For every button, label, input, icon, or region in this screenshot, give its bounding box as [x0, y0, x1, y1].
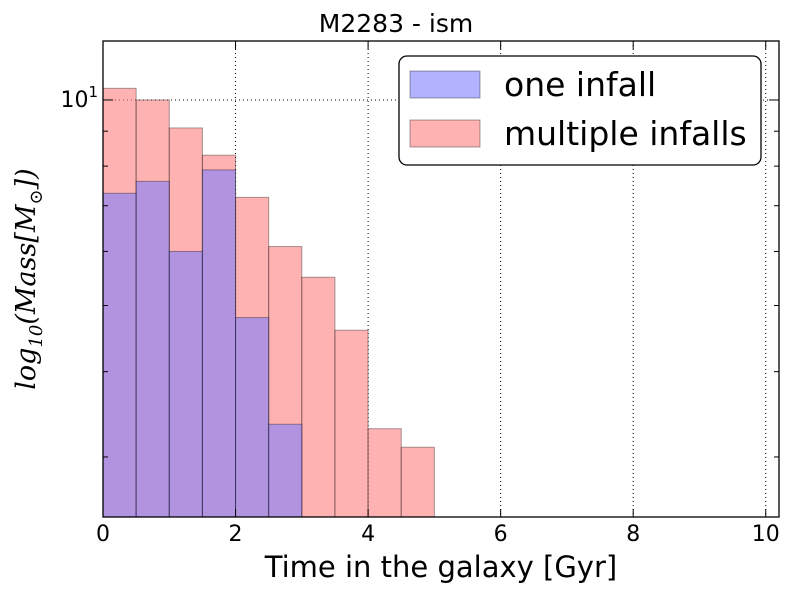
x-tick-label: 2	[229, 522, 243, 547]
bars-layer	[102, 87, 435, 518]
chart-title: M2283 - ism	[319, 9, 473, 38]
legend: one infall multiple infalls	[398, 55, 762, 166]
x-axis-label: Time in the galaxy [Gyr]	[264, 550, 617, 584]
plot-frame	[102, 40, 780, 518]
y-tick-label-10: 101	[60, 83, 98, 113]
legend-label-one-infall: one infall	[504, 65, 656, 104]
bar-multiple-infalls	[367, 428, 402, 518]
bar-one-infall	[235, 317, 270, 518]
bar-multiple-infalls	[400, 446, 435, 518]
bar-one-infall	[168, 250, 203, 518]
x-tick-label: 8	[626, 522, 640, 547]
bar-one-infall	[268, 423, 303, 518]
x-tick-label: 0	[96, 522, 110, 547]
bar-one-infall	[135, 180, 170, 518]
x-tick-label: 4	[361, 522, 375, 547]
x-tick-labels: 0 2 4 6 8 10	[96, 522, 780, 547]
legend-swatch-one-infall	[409, 70, 481, 99]
x-tick-label: 6	[494, 522, 508, 547]
bar-multiple-infalls	[301, 276, 336, 518]
y-axis-label: log10(Mass[M⊙])	[11, 168, 47, 389]
legend-label-multiple-infalls: multiple infalls	[504, 114, 747, 153]
legend-swatch-multiple-infalls	[409, 119, 481, 148]
bar-one-infall	[102, 192, 137, 518]
bar-one-infall	[201, 169, 237, 518]
legend-box	[398, 55, 762, 166]
bar-multiple-infalls	[334, 329, 369, 518]
x-tick-label: 10	[752, 522, 780, 547]
